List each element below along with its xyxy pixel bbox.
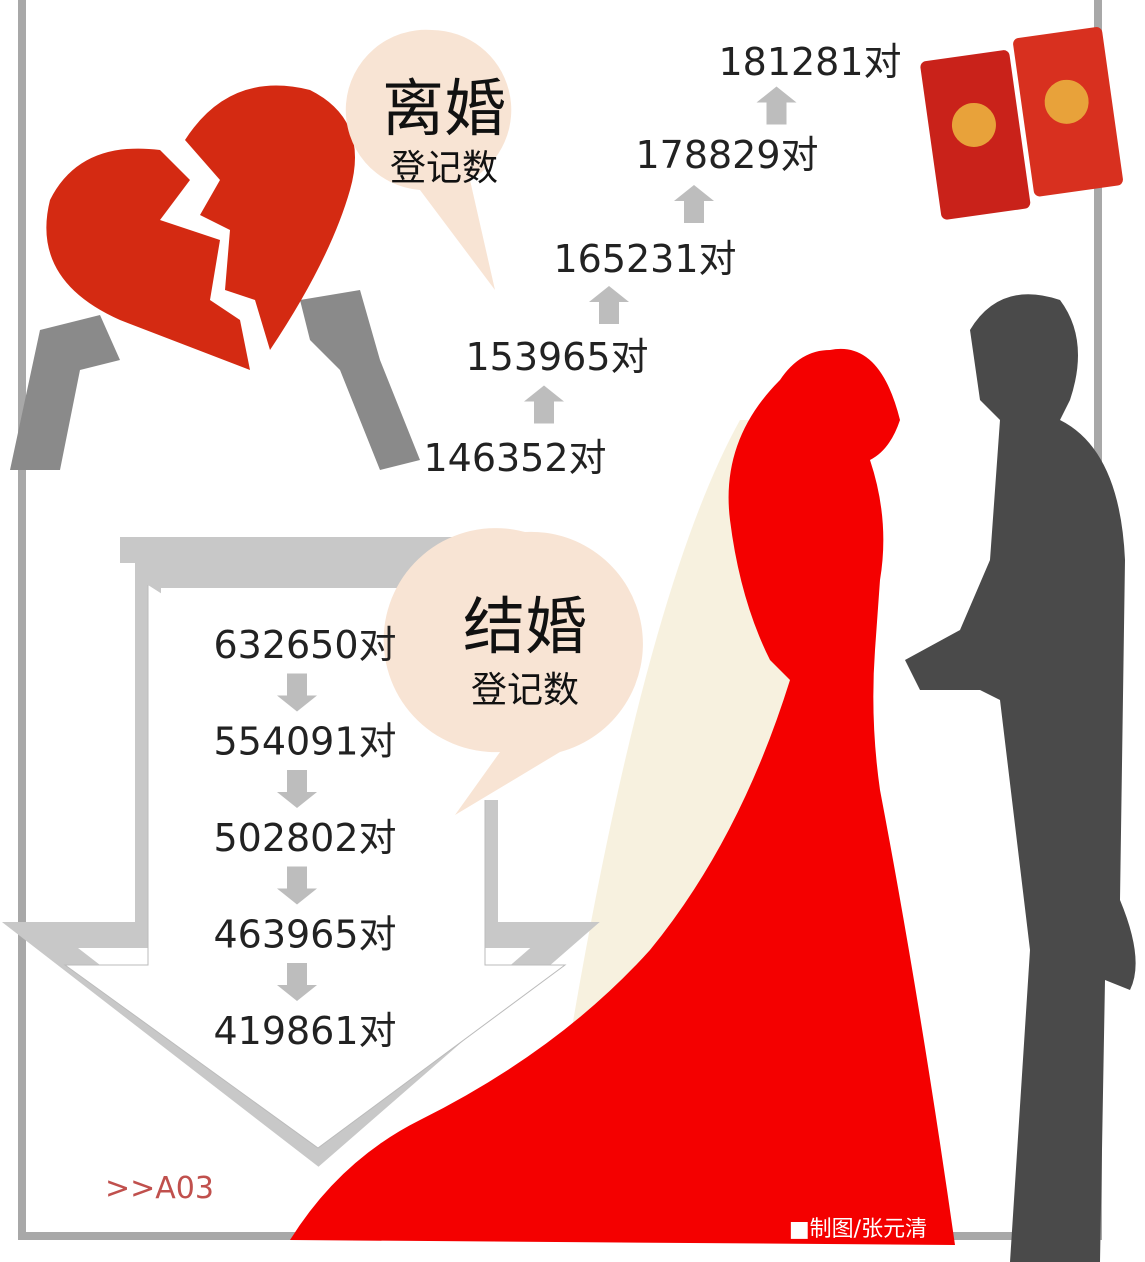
marriage-count: 632650对 — [213, 623, 396, 667]
marriage-count: 463965对 — [213, 913, 396, 957]
divorce-count: 165231对 — [553, 237, 736, 281]
marriage-subtitle: 登记数 — [471, 670, 579, 711]
divorce-title: 离婚 — [382, 72, 506, 145]
marriage-count: 554091对 — [213, 720, 396, 764]
page-ref: >>A03 — [105, 1171, 214, 1206]
divorce-count: 146352对 — [423, 436, 606, 480]
divorce-count: 181281对 — [718, 40, 901, 84]
divorce-count: 178829对 — [635, 133, 818, 177]
infographic: 离婚 登记数 结婚 登记数 146352对 153965对 165231对 17882… — [0, 0, 1145, 1262]
marriage-title: 结婚 — [463, 590, 587, 663]
divorce-count: 153965对 — [465, 335, 648, 379]
credit: ■制图/张元清 — [789, 1217, 927, 1242]
marriage-count: 502802对 — [213, 816, 396, 860]
marriage-count: 419861对 — [213, 1009, 396, 1053]
divorce-subtitle: 登记数 — [390, 148, 498, 189]
